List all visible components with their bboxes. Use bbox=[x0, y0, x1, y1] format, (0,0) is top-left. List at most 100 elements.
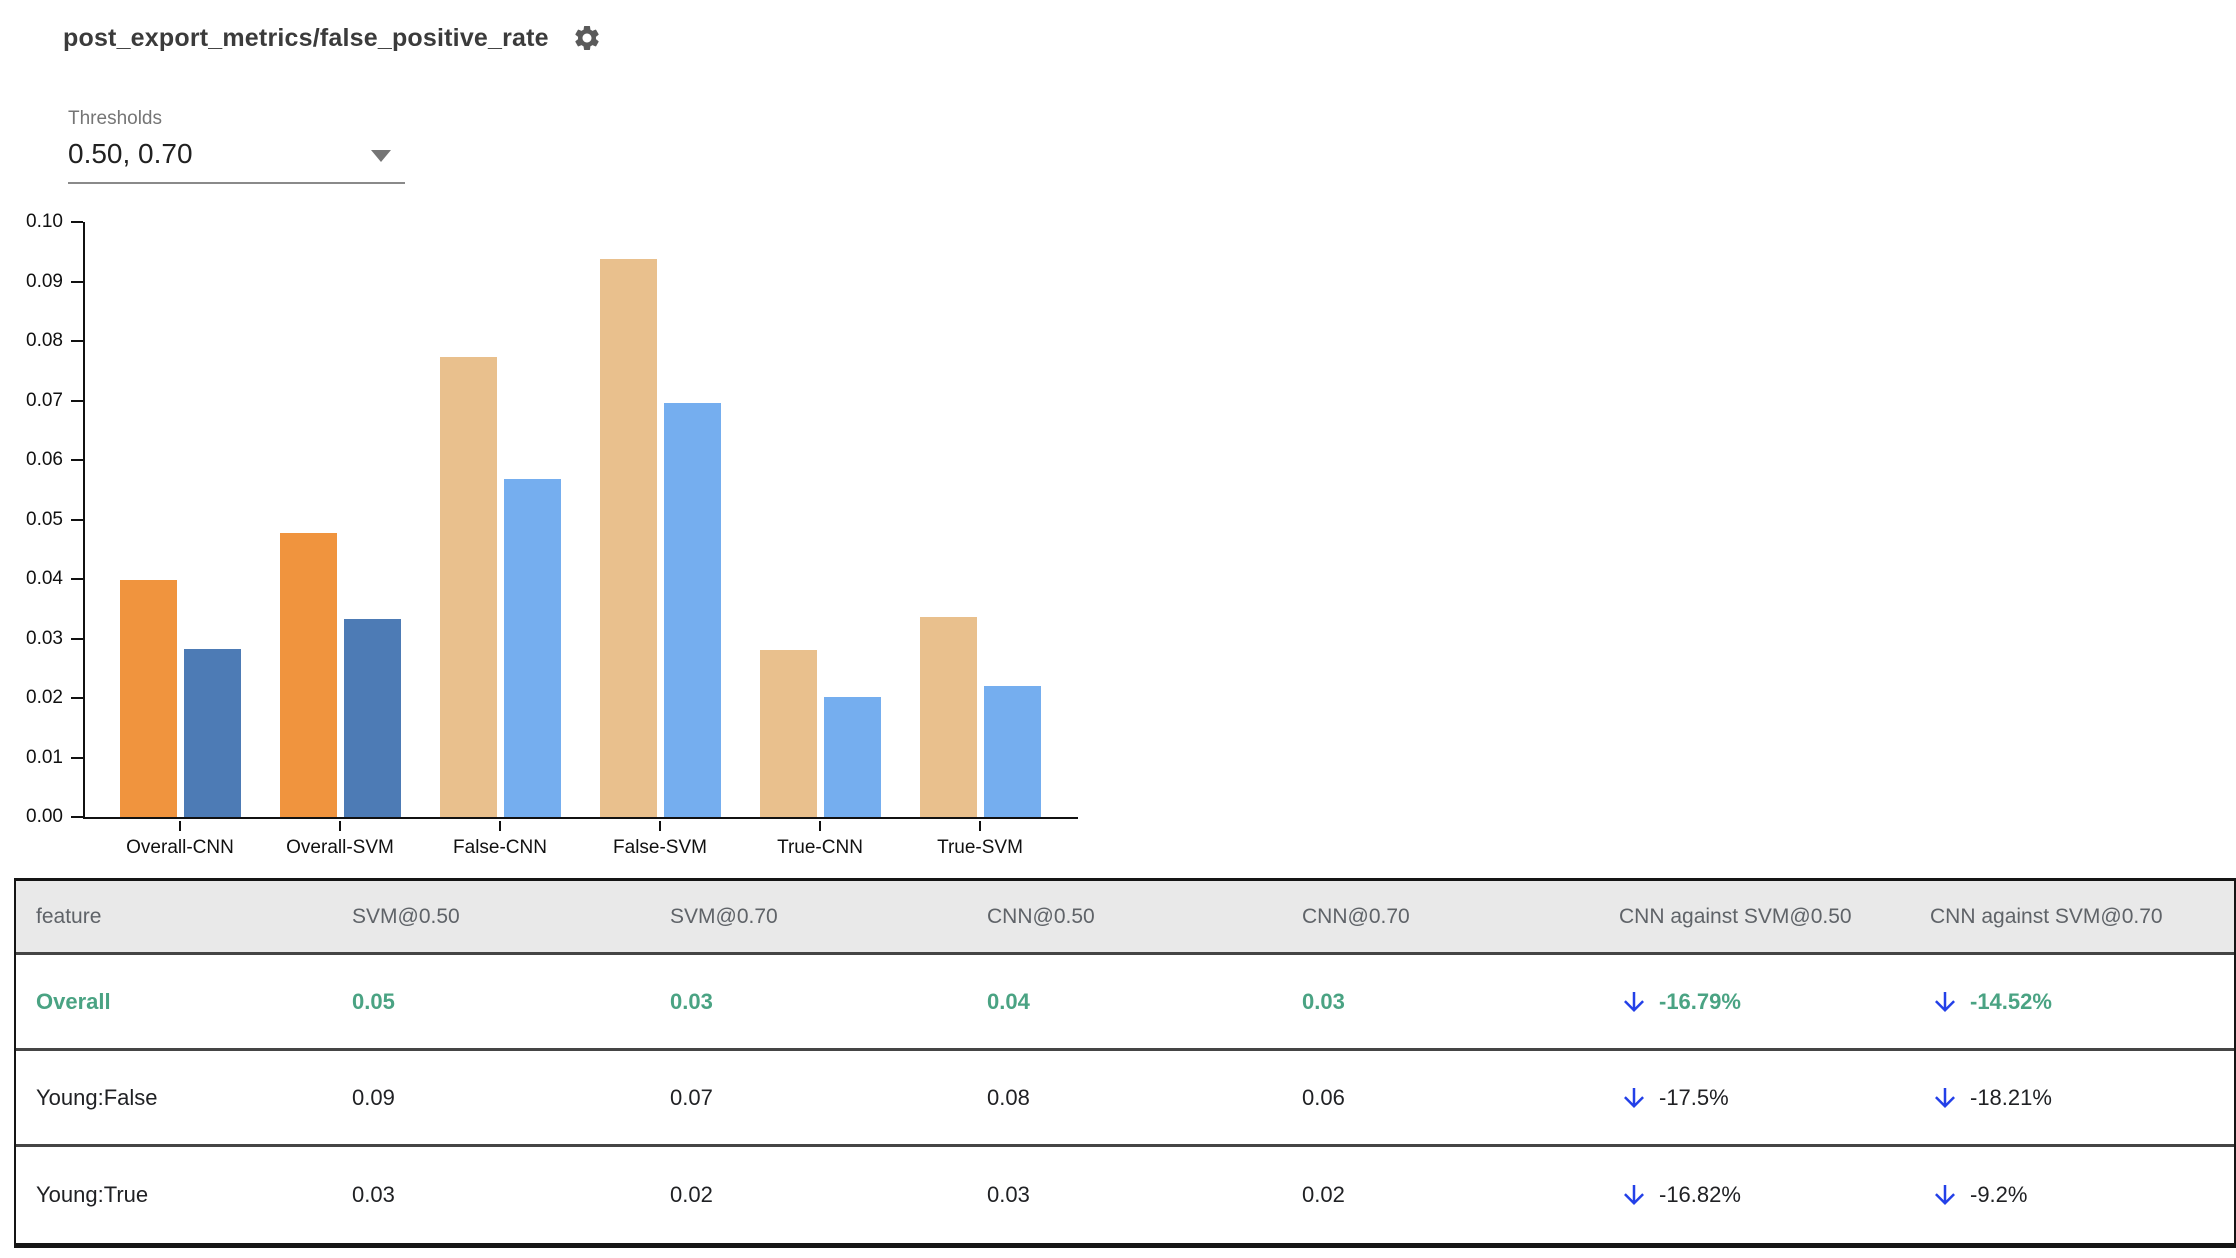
comparison-value: -16.82% bbox=[1659, 1182, 1741, 1207]
comparison-cell: -17.5% bbox=[1599, 1083, 1910, 1113]
metric-value-cell: 0.07 bbox=[670, 1084, 713, 1110]
x-axis-category-label: False-CNN bbox=[453, 837, 547, 858]
comparison-value: -14.52% bbox=[1970, 988, 2052, 1014]
y-axis-tick bbox=[71, 756, 83, 759]
table-row: Young:False 0.09 0.07 0.08 0.06 -17.5% -18.21% bbox=[16, 1051, 2234, 1147]
arrow-down-icon bbox=[1935, 1087, 1955, 1108]
metric-value-cell: 0.03 bbox=[352, 1182, 395, 1207]
page-title: post_export_metrics/false_positive_rate bbox=[63, 23, 549, 52]
y-axis-tick-label: 0.05 bbox=[26, 508, 63, 530]
column-header: SVM@0.70 bbox=[670, 904, 778, 928]
bar-True-CNN-threshold0.70 bbox=[823, 697, 881, 817]
x-axis-category-label: Overall-CNN bbox=[126, 837, 234, 858]
y-axis-tick bbox=[71, 459, 83, 461]
x-axis-category-label: True-CNN bbox=[777, 837, 863, 858]
metric-value-cell: 0.08 bbox=[987, 1084, 1030, 1110]
comparison-value: -17.5% bbox=[1659, 1084, 1729, 1110]
thresholds-dropdown[interactable]: Thresholds 0.50, 0.70 bbox=[68, 108, 405, 184]
y-axis-tick bbox=[71, 340, 83, 342]
y-axis-tick-label: 0.02 bbox=[26, 687, 63, 708]
column-header: CNN against SVM@0.70 bbox=[1930, 904, 2163, 928]
arrow-down-icon bbox=[1935, 991, 1955, 1012]
bar-Overall-SVM-threshold0.70 bbox=[343, 619, 401, 817]
y-axis-tick bbox=[71, 697, 83, 699]
card-header: post_export_metrics/false_positive_rate bbox=[63, 22, 603, 54]
y-axis-tick-label: 0.08 bbox=[26, 330, 63, 351]
bar-False-CNN-threshold0.50 bbox=[439, 357, 497, 817]
caret-down-icon bbox=[371, 150, 391, 162]
y-axis-tick-label: 0.00 bbox=[26, 806, 63, 827]
comparison-cell: -16.79% bbox=[1599, 987, 1910, 1017]
column-header: CNN@0.70 bbox=[1302, 904, 1410, 928]
y-axis-tick-label: 0.04 bbox=[26, 568, 63, 589]
metric-value-cell: 0.09 bbox=[352, 1084, 395, 1110]
bar-True-SVM-threshold0.50 bbox=[919, 616, 977, 817]
bar-False-SVM-threshold0.50 bbox=[599, 258, 657, 817]
x-axis-category-label: True-SVM bbox=[937, 837, 1023, 858]
x-axis-tick bbox=[659, 821, 661, 831]
x-axis-tick bbox=[979, 821, 981, 831]
metric-value-cell: 0.02 bbox=[670, 1182, 713, 1207]
column-header: CNN against SVM@0.50 bbox=[1619, 904, 1852, 928]
bar-False-CNN-threshold0.70 bbox=[503, 479, 561, 817]
column-header: feature bbox=[36, 904, 102, 928]
thresholds-label: Thresholds bbox=[68, 108, 162, 129]
bar-Overall-CNN-threshold0.70 bbox=[183, 648, 241, 817]
comparison-cell: -16.82% bbox=[1599, 1180, 1910, 1210]
x-axis-category-label: Overall-SVM bbox=[286, 837, 394, 858]
metric-value-cell: 0.04 bbox=[987, 988, 1030, 1014]
comparison-cell: -18.21% bbox=[1910, 1083, 2234, 1113]
arrow-down-icon bbox=[1624, 1087, 1644, 1108]
metric-value-cell: 0.02 bbox=[1302, 1182, 1345, 1207]
feature-cell: Overall bbox=[36, 988, 111, 1014]
column-header: SVM@0.50 bbox=[352, 904, 460, 928]
y-axis bbox=[83, 222, 85, 819]
metric-value-cell: 0.03 bbox=[987, 1182, 1030, 1207]
y-axis-tick bbox=[71, 399, 83, 402]
table-header-row: feature SVM@0.50 SVM@0.70 CNN@0.50 CNN@0.70 C… bbox=[16, 881, 2234, 955]
arrow-down-icon bbox=[1624, 991, 1644, 1012]
comparison-value: -9.2% bbox=[1970, 1182, 2028, 1207]
bar-False-SVM-threshold0.70 bbox=[663, 403, 721, 817]
comparison-value: -18.21% bbox=[1970, 1084, 2052, 1110]
thresholds-value: 0.50, 0.70 bbox=[68, 138, 193, 169]
metrics-table: feature SVM@0.50 SVM@0.70 CNN@0.50 CNN@0.70 C… bbox=[14, 878, 2236, 1248]
metric-value-cell: 0.05 bbox=[352, 988, 395, 1014]
comparison-value: -16.79% bbox=[1659, 988, 1741, 1014]
table-row: Overall 0.05 0.03 0.04 0.03 -16.79% -14.52% bbox=[16, 955, 2234, 1051]
y-axis-tick-label: 0.01 bbox=[26, 746, 63, 768]
gear-icon[interactable] bbox=[571, 22, 603, 54]
bar-True-SVM-threshold0.70 bbox=[983, 685, 1041, 817]
y-axis-tick bbox=[71, 637, 83, 640]
bar-Overall-CNN-threshold0.50 bbox=[119, 580, 177, 817]
comparison-cell: -14.52% bbox=[1910, 987, 2234, 1017]
y-axis-tick bbox=[71, 221, 83, 223]
feature-cell: Young:True bbox=[36, 1182, 149, 1207]
x-axis bbox=[83, 817, 1078, 819]
table-row: Young:True 0.03 0.02 0.03 0.02 -16.82% -9.2% bbox=[16, 1147, 2234, 1243]
x-axis-tick bbox=[339, 821, 341, 831]
y-axis-tick-label: 0.03 bbox=[26, 627, 63, 649]
y-axis-tick-label: 0.06 bbox=[26, 449, 63, 470]
arrow-down-icon bbox=[1935, 1185, 1955, 1205]
x-axis-category-label: False-SVM bbox=[613, 837, 707, 858]
arrow-down-icon bbox=[1624, 1185, 1644, 1205]
column-header: CNN@0.50 bbox=[987, 904, 1095, 928]
y-axis-tick-label: 0.07 bbox=[26, 389, 63, 411]
bar-chart: 0.00 0.01 0.02 0.03 0.04 0.05 0.06 0.07 0.08 0.09… bbox=[26, 211, 1078, 858]
y-axis-tick-label: 0.09 bbox=[26, 270, 63, 292]
x-axis-tick bbox=[499, 821, 501, 831]
feature-cell: Young:False bbox=[36, 1084, 158, 1110]
y-axis-tick bbox=[71, 280, 83, 283]
bar-True-CNN-threshold0.50 bbox=[759, 650, 817, 817]
metric-value-cell: 0.06 bbox=[1302, 1084, 1345, 1110]
metric-value-cell: 0.03 bbox=[670, 988, 713, 1014]
y-axis-tick bbox=[71, 816, 83, 818]
y-axis-tick bbox=[71, 518, 83, 521]
bar-Overall-SVM-threshold0.50 bbox=[279, 533, 337, 817]
y-axis-tick-label: 0.10 bbox=[26, 211, 63, 232]
y-axis-tick bbox=[71, 578, 83, 580]
x-axis-tick bbox=[819, 821, 821, 831]
comparison-cell: -9.2% bbox=[1910, 1180, 2234, 1210]
metric-value-cell: 0.03 bbox=[1302, 988, 1345, 1014]
